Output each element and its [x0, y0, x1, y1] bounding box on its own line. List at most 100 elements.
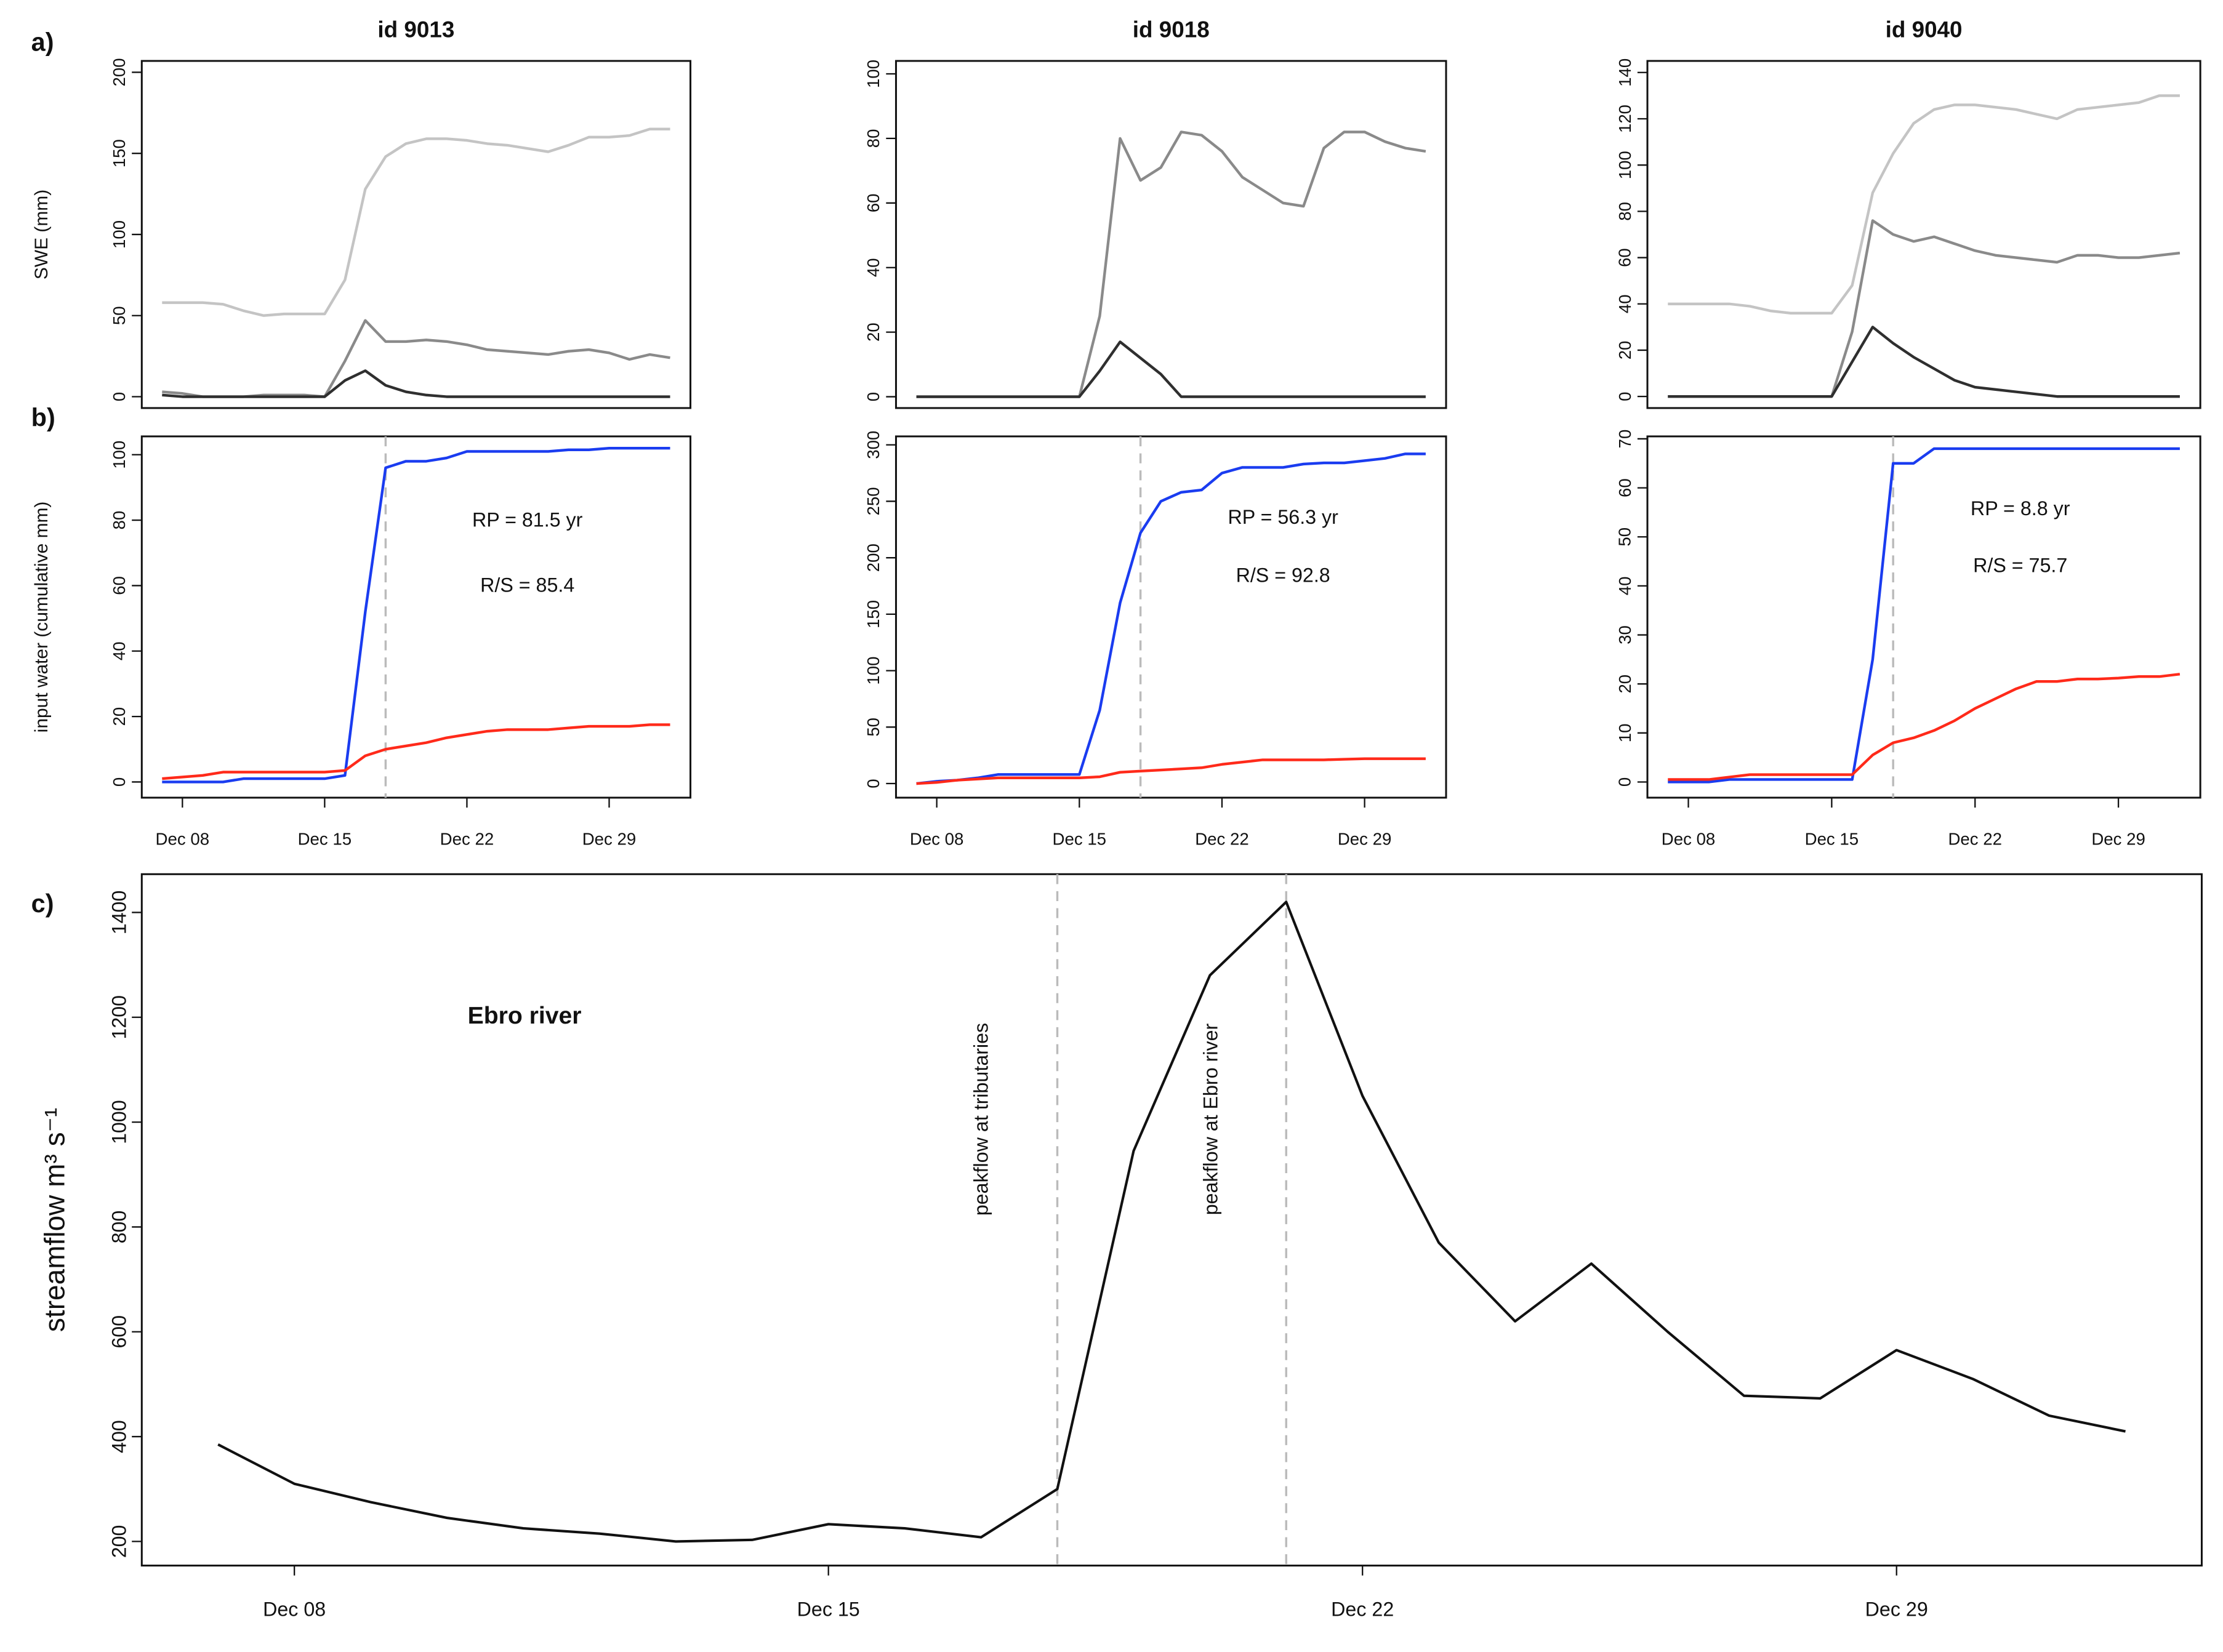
y-tick-label: 1200 [108, 995, 130, 1040]
y-tick-label: 0 [864, 392, 883, 401]
y-tick-label: 800 [108, 1211, 130, 1244]
y-tick-label: 80 [1615, 202, 1634, 221]
y-tick-label: 150 [110, 139, 129, 167]
plot-frame [140, 435, 692, 799]
series-line [1668, 219, 2181, 398]
series-line [916, 340, 1426, 398]
x-tick-label: Dec 15 [1805, 829, 1859, 848]
y-tick-label: 30 [1615, 625, 1634, 644]
y-tick-label: 60 [110, 576, 129, 595]
x-tick-label: Dec 29 [2091, 829, 2145, 848]
plot-frame [894, 60, 1447, 409]
y-tick-label: 100 [110, 441, 129, 469]
y-tick-label: 60 [1615, 478, 1634, 497]
y-tick-label: 0 [1615, 777, 1634, 787]
y-axis-label: SWE (mm) [31, 190, 52, 279]
y-tick-label: 100 [1615, 151, 1634, 179]
y-tick-label: 100 [110, 220, 129, 249]
series-line [916, 452, 1426, 785]
x-tick-label: Dec 08 [263, 1598, 326, 1621]
x-tick-label: Dec 22 [1331, 1598, 1394, 1621]
x-tick-label: Dec 15 [1053, 829, 1107, 848]
panel-label: a) [31, 27, 54, 56]
y-tick-label: 40 [864, 258, 883, 277]
annotation: R/S = 75.7 [1973, 554, 2067, 576]
y-tick-label: 150 [864, 600, 883, 628]
series-line [916, 130, 1426, 398]
series-line [1668, 673, 2181, 781]
y-tick-label: 60 [864, 193, 883, 212]
y-tick-label: 1400 [108, 891, 130, 935]
y-tick-label: 50 [864, 718, 883, 737]
annotation: RP = 56.3 yr [1228, 506, 1338, 528]
x-tick-label: Dec 22 [440, 829, 494, 848]
y-tick-label: 400 [108, 1420, 130, 1453]
y-tick-label: 100 [864, 657, 883, 685]
y-tick-label: 250 [864, 487, 883, 515]
y-tick-label: 0 [1615, 391, 1634, 401]
y-tick-label: 200 [110, 58, 129, 86]
y-tick-label: 140 [1615, 58, 1634, 87]
y-tick-label: 1000 [108, 1100, 130, 1144]
series-line [162, 369, 670, 398]
y-tick-label: 60 [1615, 248, 1634, 267]
panel-label: c) [31, 889, 54, 918]
y-tick-label: 50 [1615, 527, 1634, 547]
x-tick-label: Dec 22 [1948, 829, 2002, 848]
y-axis-label: input water (cumulative mm) [31, 502, 52, 733]
y-tick-label: 200 [864, 543, 883, 572]
x-tick-label: Dec 22 [1195, 829, 1249, 848]
x-tick-label: Dec 08 [1662, 829, 1716, 848]
series-line [1668, 94, 2180, 315]
x-tick-label: Dec 15 [298, 829, 352, 848]
y-tick-label: 100 [864, 60, 883, 88]
panel-title: id 9013 [377, 17, 454, 42]
x-tick-label: Dec 29 [1865, 1598, 1928, 1621]
annotation: RP = 81.5 yr [472, 509, 583, 531]
y-tick-label: 50 [110, 306, 129, 325]
y-tick-label: 20 [864, 323, 883, 342]
plot-frame [1646, 60, 2201, 409]
series-line [217, 900, 2126, 1543]
annotation: peakflow at Ebro river [1200, 1023, 1222, 1215]
y-tick-label: 0 [110, 392, 129, 401]
y-tick-label: 0 [864, 779, 883, 788]
y-tick-label: 20 [1615, 675, 1634, 694]
y-tick-label: 0 [110, 777, 129, 787]
annotation: peakflow at tributaries [970, 1023, 992, 1216]
plot-frame [894, 435, 1447, 799]
plot-frame [140, 60, 692, 409]
y-tick-label: 200 [108, 1525, 130, 1558]
panel-title: id 9040 [1886, 17, 1963, 42]
x-tick-label: Dec 08 [910, 829, 964, 848]
y-tick-label: 40 [1615, 577, 1634, 596]
panel-label: b) [31, 403, 55, 431]
y-tick-label: 20 [1615, 341, 1634, 360]
y-tick-label: 300 [864, 431, 883, 459]
y-tick-label: 120 [1615, 105, 1634, 133]
y-tick-label: 80 [864, 129, 883, 148]
series-line [1668, 326, 2180, 398]
y-tick-label: 40 [110, 641, 129, 660]
x-tick-label: Dec 15 [797, 1598, 860, 1621]
annotation: RP = 8.8 yr [1971, 497, 2070, 519]
annotation: R/S = 92.8 [1236, 564, 1330, 586]
x-tick-label: Dec 29 [582, 829, 637, 848]
y-tick-label: 40 [1615, 294, 1634, 313]
series-line [162, 446, 670, 784]
annotation: R/S = 85.4 [480, 574, 574, 596]
series-line [916, 757, 1426, 785]
panel-title: id 9018 [1133, 17, 1210, 42]
series-line [1668, 447, 2180, 784]
y-tick-label: 10 [1615, 723, 1634, 742]
series-line [162, 319, 670, 398]
plot-frame [1646, 435, 2201, 799]
y-tick-label: 80 [110, 511, 129, 530]
annotation: Ebro river [468, 1003, 582, 1029]
y-tick-label: 600 [108, 1315, 130, 1349]
series-line [162, 127, 670, 317]
series-line [162, 723, 670, 780]
plot-frame [140, 873, 2203, 1567]
